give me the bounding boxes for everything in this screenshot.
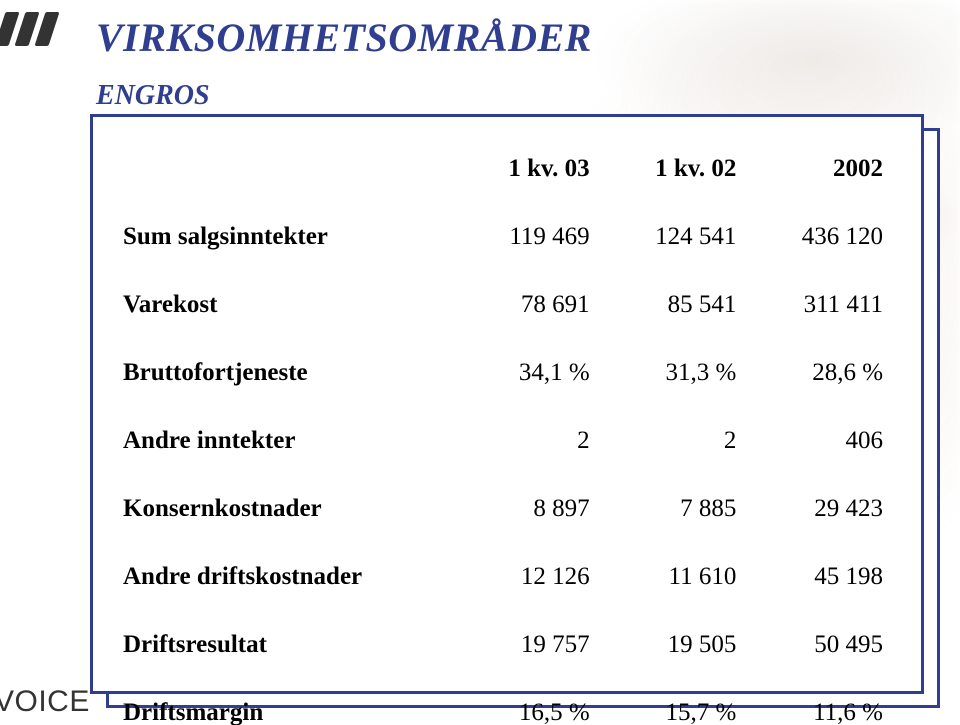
row-val: 16,5 % (453, 699, 600, 725)
row-label: Sum salgsinntekter (123, 223, 453, 251)
row-val: 31,3 % (600, 359, 747, 387)
row-label: Varekost (123, 291, 453, 319)
table-row: Varekost 78 691 85 541 311 411 (123, 271, 893, 339)
row-val: 124 541 (600, 223, 747, 251)
row-val: 2 (600, 427, 747, 455)
table-row: Driftsmargin 16,5 % 15,7 % 11,6 % (123, 679, 893, 725)
data-table: 1 kv. 03 1 kv. 02 2002 Sum salgsinntekte… (93, 117, 921, 691)
table-header-col1: 1 kv. 03 (453, 155, 600, 183)
table-header-row: 1 kv. 03 1 kv. 02 2002 (123, 135, 893, 203)
table-row: Andre inntekter 2 2 406 (123, 407, 893, 475)
row-val: 28,6 % (746, 359, 893, 387)
row-val: 311 411 (746, 291, 893, 319)
voice-label: VOICE (0, 685, 90, 719)
row-val: 85 541 (600, 291, 747, 319)
table-frame: 1 kv. 03 1 kv. 02 2002 Sum salgsinntekte… (90, 114, 924, 694)
table-header-col3: 2002 (746, 155, 893, 183)
row-val: 50 495 (746, 631, 893, 659)
row-val: 2 (453, 427, 600, 455)
table-header-col2: 1 kv. 02 (600, 155, 747, 183)
table-row: Andre driftskostnader 12 126 11 610 45 1… (123, 543, 893, 611)
row-val: 34,1 % (453, 359, 600, 387)
row-val: 29 423 (746, 495, 893, 523)
row-val: 119 469 (453, 223, 600, 251)
row-val: 7 885 (600, 495, 747, 523)
row-val: 15,7 % (600, 699, 747, 725)
row-val: 78 691 (453, 291, 600, 319)
row-label: Andre driftskostnader (123, 563, 453, 591)
row-label: Konsernkostnader (123, 495, 453, 523)
page-title: VIRKSOMHETSOMRÅDER (96, 14, 592, 61)
row-val: 406 (746, 427, 893, 455)
table-row: Konsernkostnader 8 897 7 885 29 423 (123, 475, 893, 543)
table-row: Driftsresultat 19 757 19 505 50 495 (123, 611, 893, 679)
row-val: 11,6 % (746, 699, 893, 725)
logo-stripes-icon (0, 12, 60, 46)
row-val: 436 120 (746, 223, 893, 251)
row-val: 19 505 (600, 631, 747, 659)
row-val: 19 757 (453, 631, 600, 659)
row-val: 11 610 (600, 563, 747, 591)
row-label: Bruttofortjeneste (123, 359, 453, 387)
table-row: Sum salgsinntekter 119 469 124 541 436 1… (123, 203, 893, 271)
row-val: 45 198 (746, 563, 893, 591)
row-label: Andre inntekter (123, 427, 453, 455)
row-val: 8 897 (453, 495, 600, 523)
row-label: Driftsmargin (123, 699, 453, 725)
row-label: Driftsresultat (123, 631, 453, 659)
page-subtitle: ENGROS (96, 80, 210, 112)
row-val: 12 126 (453, 563, 600, 591)
slide: VIRKSOMHETSOMRÅDER ENGROS 1 kv. 03 1 kv.… (0, 0, 960, 725)
table-row: Bruttofortjeneste 34,1 % 31,3 % 28,6 % (123, 339, 893, 407)
